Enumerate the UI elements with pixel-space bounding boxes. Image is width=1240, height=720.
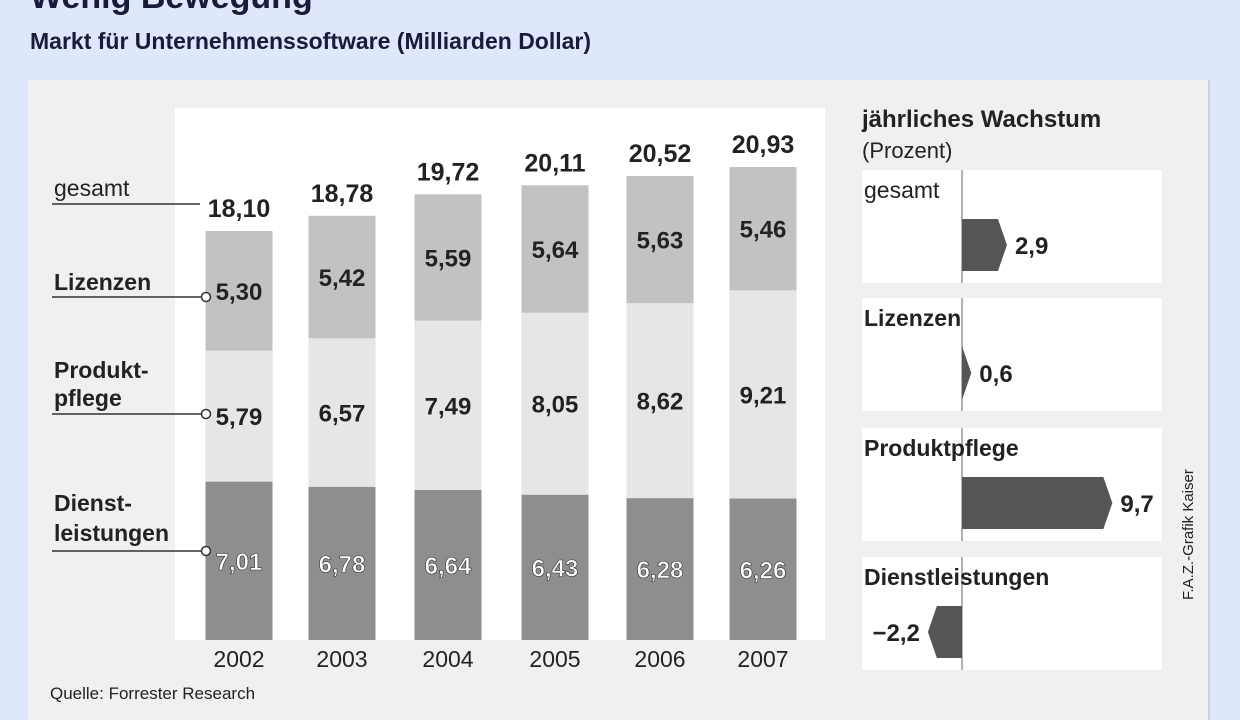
value-label-produktpflege: 5,79 — [216, 404, 263, 431]
bar-lizenzen-2002 — [205, 230, 273, 351]
growth-bar-3 — [927, 606, 962, 658]
x-tick-label: 2003 — [316, 646, 367, 672]
growth-category-label: Produktpflege — [864, 435, 1019, 461]
growth-value-label: −2,2 — [873, 620, 920, 647]
bar-produktpflege-2004 — [414, 320, 482, 490]
value-label-dienstleistungen: 6,64 — [425, 553, 472, 580]
leader-dot-produktpflege — [200, 408, 212, 420]
total-label: 18,10 — [208, 195, 271, 223]
value-label-dienstleistungen: 7,01 — [216, 549, 263, 576]
bar-dienstleistungen-2003 — [308, 486, 376, 640]
bar-produktpflege-2005 — [521, 312, 589, 495]
chart-title: Wenig Bewegung — [30, 0, 313, 17]
value-label-dienstleistungen: 6,26 — [740, 557, 787, 584]
x-tick-label: 2004 — [422, 646, 473, 672]
legend-dienstleistungen: leistungen — [54, 520, 169, 546]
growth-value-label: 2,9 — [1015, 233, 1048, 260]
bar-produktpflege-2002 — [205, 350, 273, 482]
growth-title: jährliches Wachstum — [861, 106, 1101, 133]
x-tick-label: 2006 — [634, 646, 685, 672]
growth-box-0 — [862, 170, 1162, 283]
total-label: 20,52 — [629, 140, 692, 168]
growth-box-1 — [862, 298, 1162, 411]
value-label-produktpflege: 7,49 — [425, 393, 472, 420]
total-label: 19,72 — [417, 158, 480, 186]
bar-lizenzen-2003 — [308, 215, 376, 339]
value-label-lizenzen: 5,42 — [319, 265, 366, 292]
growth-category-label: Dienstleistungen — [864, 564, 1049, 590]
growth-category-label: Lizenzen — [864, 305, 961, 331]
value-label-produktpflege: 6,57 — [319, 401, 366, 428]
leader-dot-dienstleistungen — [200, 545, 212, 557]
value-label-lizenzen: 5,46 — [740, 217, 787, 244]
value-label-lizenzen: 5,63 — [637, 228, 684, 255]
growth-bar-0 — [962, 219, 1007, 271]
bar-produktpflege-2007 — [729, 290, 797, 499]
x-tick-label: 2007 — [737, 646, 788, 672]
growth-bar-2 — [962, 477, 1113, 529]
value-label-dienstleistungen: 6,28 — [637, 557, 684, 584]
value-label-produktpflege: 9,21 — [740, 382, 787, 409]
value-label-lizenzen: 5,64 — [532, 237, 579, 264]
legend-dienstleistungen: Dienst- — [54, 490, 132, 516]
bar-dienstleistungen-2002 — [205, 481, 273, 640]
legend-lizenzen: Lizenzen — [54, 269, 151, 295]
bar-lizenzen-2004 — [414, 194, 482, 321]
growth-value-label: 0,6 — [979, 361, 1012, 388]
legend-produktpflege: Produkt- — [54, 357, 149, 383]
growth-subtitle: (Prozent) — [862, 138, 952, 163]
bar-lizenzen-2007 — [729, 166, 797, 291]
x-tick-label: 2005 — [529, 646, 580, 672]
bar-lizenzen-2006 — [626, 176, 694, 304]
credit-note: F.A.Z.-Grafik Kaiser — [1180, 469, 1197, 600]
bar-lizenzen-2005 — [521, 185, 589, 313]
bar-dienstleistungen-2005 — [521, 494, 589, 640]
chart-subtitle: Markt für Unternehmenssoftware (Milliard… — [30, 28, 592, 54]
growth-box-3 — [862, 557, 1162, 670]
bar-dienstleistungen-2007 — [729, 498, 797, 640]
growth-category-label: gesamt — [864, 177, 940, 203]
value-label-produktpflege: 8,62 — [637, 389, 684, 416]
value-label-produktpflege: 8,05 — [532, 392, 579, 419]
leader-dot-lizenzen — [200, 291, 212, 303]
growth-value-label: 9,7 — [1120, 491, 1153, 518]
value-label-lizenzen: 5,59 — [425, 245, 472, 272]
growth-bar-1 — [962, 347, 972, 399]
bar-produktpflege-2003 — [308, 338, 376, 487]
chart-canvas: 7,01 5,79 5,30 18,10 2002 6,78 6,57 5,42 18,78 20… — [52, 106, 1162, 672]
bar-produktpflege-2006 — [626, 303, 694, 499]
value-label-lizenzen: 5,30 — [216, 279, 263, 306]
bar-dienstleistungen-2004 — [414, 489, 482, 640]
source-note: Quelle: Forrester Research — [50, 684, 256, 703]
total-label: 18,78 — [311, 180, 374, 208]
legend-produktpflege: pflege — [54, 385, 122, 411]
total-label: 20,93 — [732, 131, 795, 159]
plot-area — [175, 108, 825, 640]
total-label: 20,11 — [524, 149, 585, 177]
x-tick-label: 2002 — [213, 646, 264, 672]
legend-gesamt: gesamt — [54, 175, 130, 201]
bar-dienstleistungen-2006 — [626, 498, 694, 640]
value-label-dienstleistungen: 6,43 — [532, 555, 579, 582]
value-label-dienstleistungen: 6,78 — [319, 551, 366, 578]
